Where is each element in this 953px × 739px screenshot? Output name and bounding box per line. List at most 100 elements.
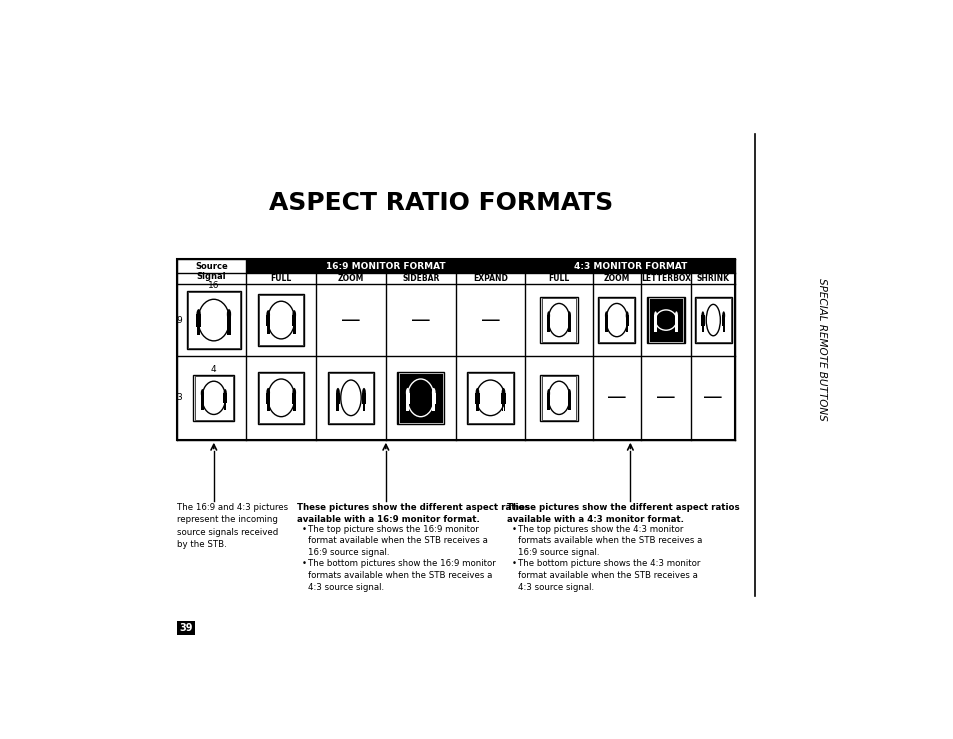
Bar xyxy=(674,316,678,326)
Bar xyxy=(700,316,704,326)
Ellipse shape xyxy=(268,302,294,339)
Text: —: — xyxy=(480,310,499,330)
Text: ZOOM: ZOOM xyxy=(603,274,629,283)
Bar xyxy=(176,621,195,635)
Ellipse shape xyxy=(266,388,270,398)
Bar xyxy=(257,372,304,424)
Bar xyxy=(569,403,570,410)
Text: EXPAND: EXPAND xyxy=(473,274,507,283)
Ellipse shape xyxy=(547,311,550,319)
Text: •: • xyxy=(302,525,307,534)
Ellipse shape xyxy=(340,380,361,415)
Text: The bottom pictures show the 16:9 monitor
formats available when the STB receive: The bottom pictures show the 16:9 monito… xyxy=(308,559,496,592)
Bar xyxy=(198,327,200,335)
Ellipse shape xyxy=(567,389,570,398)
Bar xyxy=(654,326,655,332)
Ellipse shape xyxy=(625,311,628,319)
Ellipse shape xyxy=(266,310,270,319)
Ellipse shape xyxy=(501,388,505,398)
Bar xyxy=(194,376,233,420)
Bar xyxy=(294,327,295,334)
Bar xyxy=(176,259,735,440)
Ellipse shape xyxy=(605,304,627,337)
Text: 39: 39 xyxy=(179,623,193,633)
Bar xyxy=(293,327,294,334)
Bar xyxy=(405,392,410,404)
Bar xyxy=(503,404,504,412)
Ellipse shape xyxy=(292,310,295,319)
Bar xyxy=(257,294,304,347)
Bar xyxy=(337,404,339,412)
Ellipse shape xyxy=(200,389,204,398)
Bar xyxy=(201,403,202,410)
Ellipse shape xyxy=(196,309,200,319)
Bar xyxy=(567,393,571,403)
Ellipse shape xyxy=(268,379,294,417)
Bar xyxy=(362,404,364,412)
Bar xyxy=(268,404,270,412)
Bar xyxy=(293,404,294,412)
Bar xyxy=(267,327,268,334)
Text: —: — xyxy=(606,388,626,407)
Ellipse shape xyxy=(292,388,295,398)
Bar xyxy=(294,404,295,412)
Bar xyxy=(655,326,656,332)
Text: 9: 9 xyxy=(176,316,182,324)
Bar xyxy=(266,392,270,404)
Text: The bottom picture shows the 4:3 monitor
format available when the STB receives : The bottom picture shows the 4:3 monitor… xyxy=(517,559,700,592)
Bar xyxy=(548,403,549,410)
Text: FULL: FULL xyxy=(271,274,292,283)
Bar xyxy=(397,372,443,424)
Ellipse shape xyxy=(432,388,436,398)
Bar xyxy=(476,404,478,412)
Bar xyxy=(223,393,227,403)
Ellipse shape xyxy=(547,389,550,398)
Ellipse shape xyxy=(476,388,478,398)
Bar xyxy=(229,327,231,335)
Bar xyxy=(694,297,731,343)
Bar xyxy=(406,404,407,412)
Bar xyxy=(546,393,550,403)
Bar xyxy=(226,314,232,327)
Bar xyxy=(292,392,296,404)
Ellipse shape xyxy=(655,310,676,330)
Text: 16:9 MONITOR FORMAT: 16:9 MONITOR FORMAT xyxy=(326,262,445,270)
Bar xyxy=(675,326,676,332)
Bar xyxy=(196,327,198,335)
Bar xyxy=(701,326,702,332)
Text: —: — xyxy=(702,388,722,407)
Bar xyxy=(475,392,479,404)
Bar xyxy=(259,372,303,423)
Text: The top picture shows the 16:9 monitor
format available when the STB receives a
: The top picture shows the 16:9 monitor f… xyxy=(308,525,488,557)
Bar xyxy=(723,326,724,332)
Bar xyxy=(225,403,226,410)
Bar xyxy=(268,327,270,334)
Bar xyxy=(200,393,204,403)
Bar xyxy=(648,298,682,342)
Text: —: — xyxy=(411,310,430,330)
Text: —: — xyxy=(656,388,675,407)
Bar xyxy=(598,297,635,343)
Bar xyxy=(541,298,576,342)
Bar xyxy=(432,404,434,412)
Text: 16: 16 xyxy=(208,281,219,290)
Bar xyxy=(329,372,373,423)
Ellipse shape xyxy=(567,311,570,319)
Bar xyxy=(567,316,571,326)
Bar xyxy=(525,259,735,273)
Bar xyxy=(702,326,703,332)
Bar xyxy=(501,404,503,412)
Text: These pictures show the different aspect ratios
available with a 16:9 monitor fo: These pictures show the different aspect… xyxy=(297,503,530,524)
Bar xyxy=(187,291,241,349)
Bar xyxy=(196,314,201,327)
Bar xyxy=(246,259,525,273)
Bar xyxy=(292,315,296,327)
Bar xyxy=(335,392,339,404)
Bar xyxy=(467,372,513,424)
Bar xyxy=(468,372,512,423)
Ellipse shape xyxy=(198,299,230,341)
Ellipse shape xyxy=(405,388,409,398)
Bar xyxy=(540,297,578,343)
Ellipse shape xyxy=(674,311,678,319)
Text: •: • xyxy=(511,559,516,568)
